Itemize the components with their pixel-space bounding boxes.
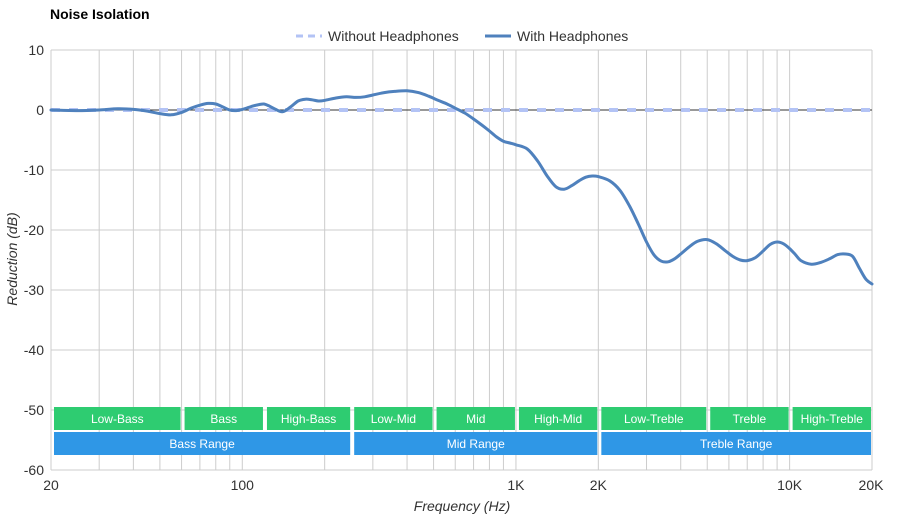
band-low-bass	[54, 407, 181, 430]
legend-label-without-headphones: Without Headphones	[328, 28, 459, 44]
legend: Without Headphones With Headphones	[296, 28, 628, 44]
y-tick-label: -10	[24, 162, 44, 178]
band-treble	[710, 407, 789, 430]
band-high-mid	[518, 407, 598, 430]
band-low-treble	[601, 407, 707, 430]
band-high-treble	[792, 407, 871, 430]
y-axis-label: Reduction (dB)	[4, 212, 20, 305]
band-label: Mid	[466, 412, 485, 426]
x-tick-label: 20K	[859, 477, 885, 493]
y-tick-label: -30	[24, 282, 44, 298]
y-tick-label: -20	[24, 222, 44, 238]
y-tick-label: -60	[24, 462, 44, 478]
band-label: Bass Range	[169, 437, 235, 451]
x-tick-label: 2K	[590, 477, 608, 493]
band-low-mid	[354, 407, 433, 430]
band-bass-range	[54, 432, 351, 455]
band-label: Low-Bass	[91, 412, 144, 426]
y-tick-label: 10	[28, 42, 44, 58]
x-tick-label: 100	[231, 477, 255, 493]
band-treble-range	[601, 432, 871, 455]
band-label: Bass	[210, 412, 237, 426]
band-label: High-Treble	[801, 412, 864, 426]
band-high-bass	[266, 407, 351, 430]
series-line-with-headphones	[49, 89, 874, 286]
y-tick-label: -40	[24, 342, 44, 358]
x-tick-label: 1K	[507, 477, 525, 493]
chart-title: Noise Isolation	[50, 6, 150, 22]
series	[49, 89, 874, 286]
band-label: Treble	[733, 412, 767, 426]
x-axis-label: Frequency (Hz)	[414, 498, 510, 514]
band-label: Low-Mid	[371, 412, 416, 426]
band-mid-range	[354, 432, 598, 455]
band-mid	[436, 407, 515, 430]
legend-label-with-headphones: With Headphones	[517, 28, 628, 44]
y-tick-label: -50	[24, 402, 44, 418]
band-label: High-Bass	[281, 412, 336, 426]
x-tick-label: 10K	[777, 477, 803, 493]
band-label: Mid Range	[447, 437, 505, 451]
y-tick-label: 0	[36, 102, 44, 118]
x-tick-label: 20	[43, 477, 59, 493]
band-label: Treble Range	[700, 437, 773, 451]
band-label: High-Mid	[534, 412, 582, 426]
band-bass	[184, 407, 263, 430]
frequency-bands: Low-Bass Bass High-Bass Low-Mid Mid High-Mid L…	[54, 407, 871, 455]
band-label: Low-Treble	[624, 412, 684, 426]
